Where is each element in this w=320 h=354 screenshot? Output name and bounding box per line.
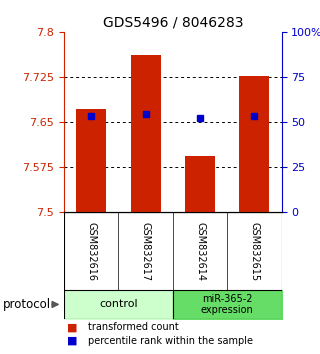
Text: protocol: protocol xyxy=(3,298,51,311)
Text: GSM832617: GSM832617 xyxy=(140,222,151,281)
Bar xyxy=(131,55,161,212)
Text: transformed count: transformed count xyxy=(88,322,179,332)
Text: ■: ■ xyxy=(67,336,78,346)
Text: GSM832614: GSM832614 xyxy=(195,222,205,281)
Text: control: control xyxy=(99,299,138,309)
Text: miR-365-2
expression: miR-365-2 expression xyxy=(201,293,253,315)
Bar xyxy=(76,109,106,212)
Text: percentile rank within the sample: percentile rank within the sample xyxy=(88,336,253,346)
Text: GDS5496 / 8046283: GDS5496 / 8046283 xyxy=(102,16,243,30)
Bar xyxy=(185,156,215,212)
Text: ■: ■ xyxy=(67,322,78,332)
Text: GSM832615: GSM832615 xyxy=(249,222,260,281)
Bar xyxy=(239,76,269,212)
Text: GSM832616: GSM832616 xyxy=(86,222,96,281)
